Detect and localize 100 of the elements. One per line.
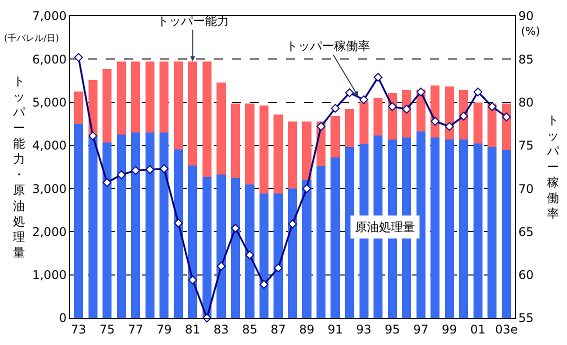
bar bbox=[216, 174, 226, 318]
point bbox=[474, 88, 482, 96]
point bbox=[145, 165, 154, 174]
x-tick-label: 95 bbox=[384, 322, 400, 336]
y2-tick-label: 90 bbox=[518, 9, 534, 24]
point bbox=[116, 170, 126, 180]
point bbox=[231, 224, 240, 233]
point bbox=[102, 178, 112, 187]
y-tick-label: 7,000 bbox=[32, 9, 67, 24]
y-tick-label: 0 bbox=[58, 311, 67, 326]
y2-tick-label: 70 bbox=[518, 182, 534, 196]
x-tick-label: 77 bbox=[128, 322, 144, 336]
point bbox=[245, 250, 254, 260]
bar bbox=[344, 147, 354, 318]
bar bbox=[160, 61, 169, 132]
point bbox=[174, 218, 183, 228]
bar bbox=[88, 136, 98, 318]
point bbox=[444, 122, 454, 131]
bar bbox=[102, 69, 112, 142]
x-tick-label: 75 bbox=[99, 322, 115, 336]
bar bbox=[330, 116, 340, 158]
bar bbox=[174, 149, 183, 318]
text: (千バレル/日) bbox=[4, 33, 60, 44]
point bbox=[302, 184, 312, 193]
bar bbox=[344, 108, 354, 148]
point bbox=[74, 53, 83, 62]
y2-tick-label: 65 bbox=[518, 224, 534, 239]
bar bbox=[416, 132, 426, 318]
y-tick-label: 5,000 bbox=[32, 95, 67, 110]
x-tick-label: 93 bbox=[356, 322, 372, 336]
x-tick-label: 03e bbox=[495, 322, 518, 336]
bar bbox=[216, 82, 226, 174]
point bbox=[430, 116, 440, 126]
y-tick-label: 4,000 bbox=[32, 138, 67, 153]
point bbox=[274, 264, 283, 272]
y-tick-label: 2,000 bbox=[32, 224, 67, 239]
bar bbox=[131, 132, 140, 318]
x-tick-label: 01 bbox=[470, 322, 486, 336]
bar bbox=[430, 138, 440, 318]
point bbox=[345, 88, 354, 98]
bar bbox=[145, 61, 154, 132]
point bbox=[316, 122, 326, 131]
bar bbox=[274, 193, 283, 318]
bar bbox=[259, 193, 269, 318]
point bbox=[359, 95, 368, 104]
point bbox=[374, 72, 382, 82]
x-tick-label: 83 bbox=[214, 322, 229, 336]
bar bbox=[288, 188, 298, 318]
bar bbox=[102, 142, 112, 318]
point bbox=[260, 280, 268, 289]
y2-tick-label: 85 bbox=[518, 52, 534, 66]
y2-tick-label: 55 bbox=[518, 311, 534, 326]
x-tick-label: 81 bbox=[185, 322, 200, 336]
text: トッパー能力・原油処理量 bbox=[13, 74, 25, 260]
bar bbox=[274, 114, 283, 194]
bar bbox=[202, 61, 212, 177]
x-tick-label: 87 bbox=[270, 322, 286, 336]
bar bbox=[202, 176, 212, 318]
y2-tick-label: 80 bbox=[518, 95, 534, 110]
bar bbox=[288, 121, 298, 189]
y-tick-label: 6,000 bbox=[32, 52, 67, 66]
bar bbox=[473, 143, 482, 318]
y2-tick-label: 60 bbox=[518, 268, 534, 282]
bar bbox=[116, 134, 126, 318]
bar bbox=[145, 132, 154, 318]
point bbox=[131, 166, 140, 175]
x-tick-label: 97 bbox=[413, 322, 429, 336]
bar bbox=[160, 132, 169, 318]
bar bbox=[245, 184, 254, 318]
bar bbox=[359, 101, 368, 144]
bar bbox=[230, 178, 240, 318]
bar bbox=[473, 102, 482, 144]
point bbox=[216, 262, 226, 271]
bar bbox=[444, 139, 454, 318]
point bbox=[188, 276, 198, 284]
bar bbox=[302, 121, 312, 180]
x-tick-label: 73 bbox=[70, 322, 86, 336]
text: トッパー能力 bbox=[157, 14, 229, 28]
x-tick-label: 79 bbox=[156, 322, 172, 336]
bar bbox=[131, 61, 140, 132]
series-label: トッパー稼働率 bbox=[286, 39, 370, 53]
x-tick-label: 91 bbox=[328, 322, 343, 336]
bar bbox=[316, 166, 326, 318]
bar bbox=[259, 106, 269, 194]
bar bbox=[330, 158, 340, 318]
y-tick-label: 3,000 bbox=[32, 182, 67, 196]
x-tick-label: 85 bbox=[242, 322, 258, 336]
bar bbox=[174, 61, 183, 150]
point bbox=[288, 220, 297, 228]
point bbox=[88, 132, 98, 140]
bar bbox=[245, 104, 254, 185]
bar bbox=[502, 150, 512, 318]
point bbox=[488, 102, 497, 111]
series-label: 原油処理量 bbox=[355, 220, 415, 234]
x-tick-label: 99 bbox=[442, 322, 458, 336]
bar bbox=[188, 165, 198, 318]
point bbox=[388, 102, 397, 111]
point bbox=[459, 112, 468, 120]
bar bbox=[74, 124, 84, 318]
point bbox=[160, 164, 169, 174]
